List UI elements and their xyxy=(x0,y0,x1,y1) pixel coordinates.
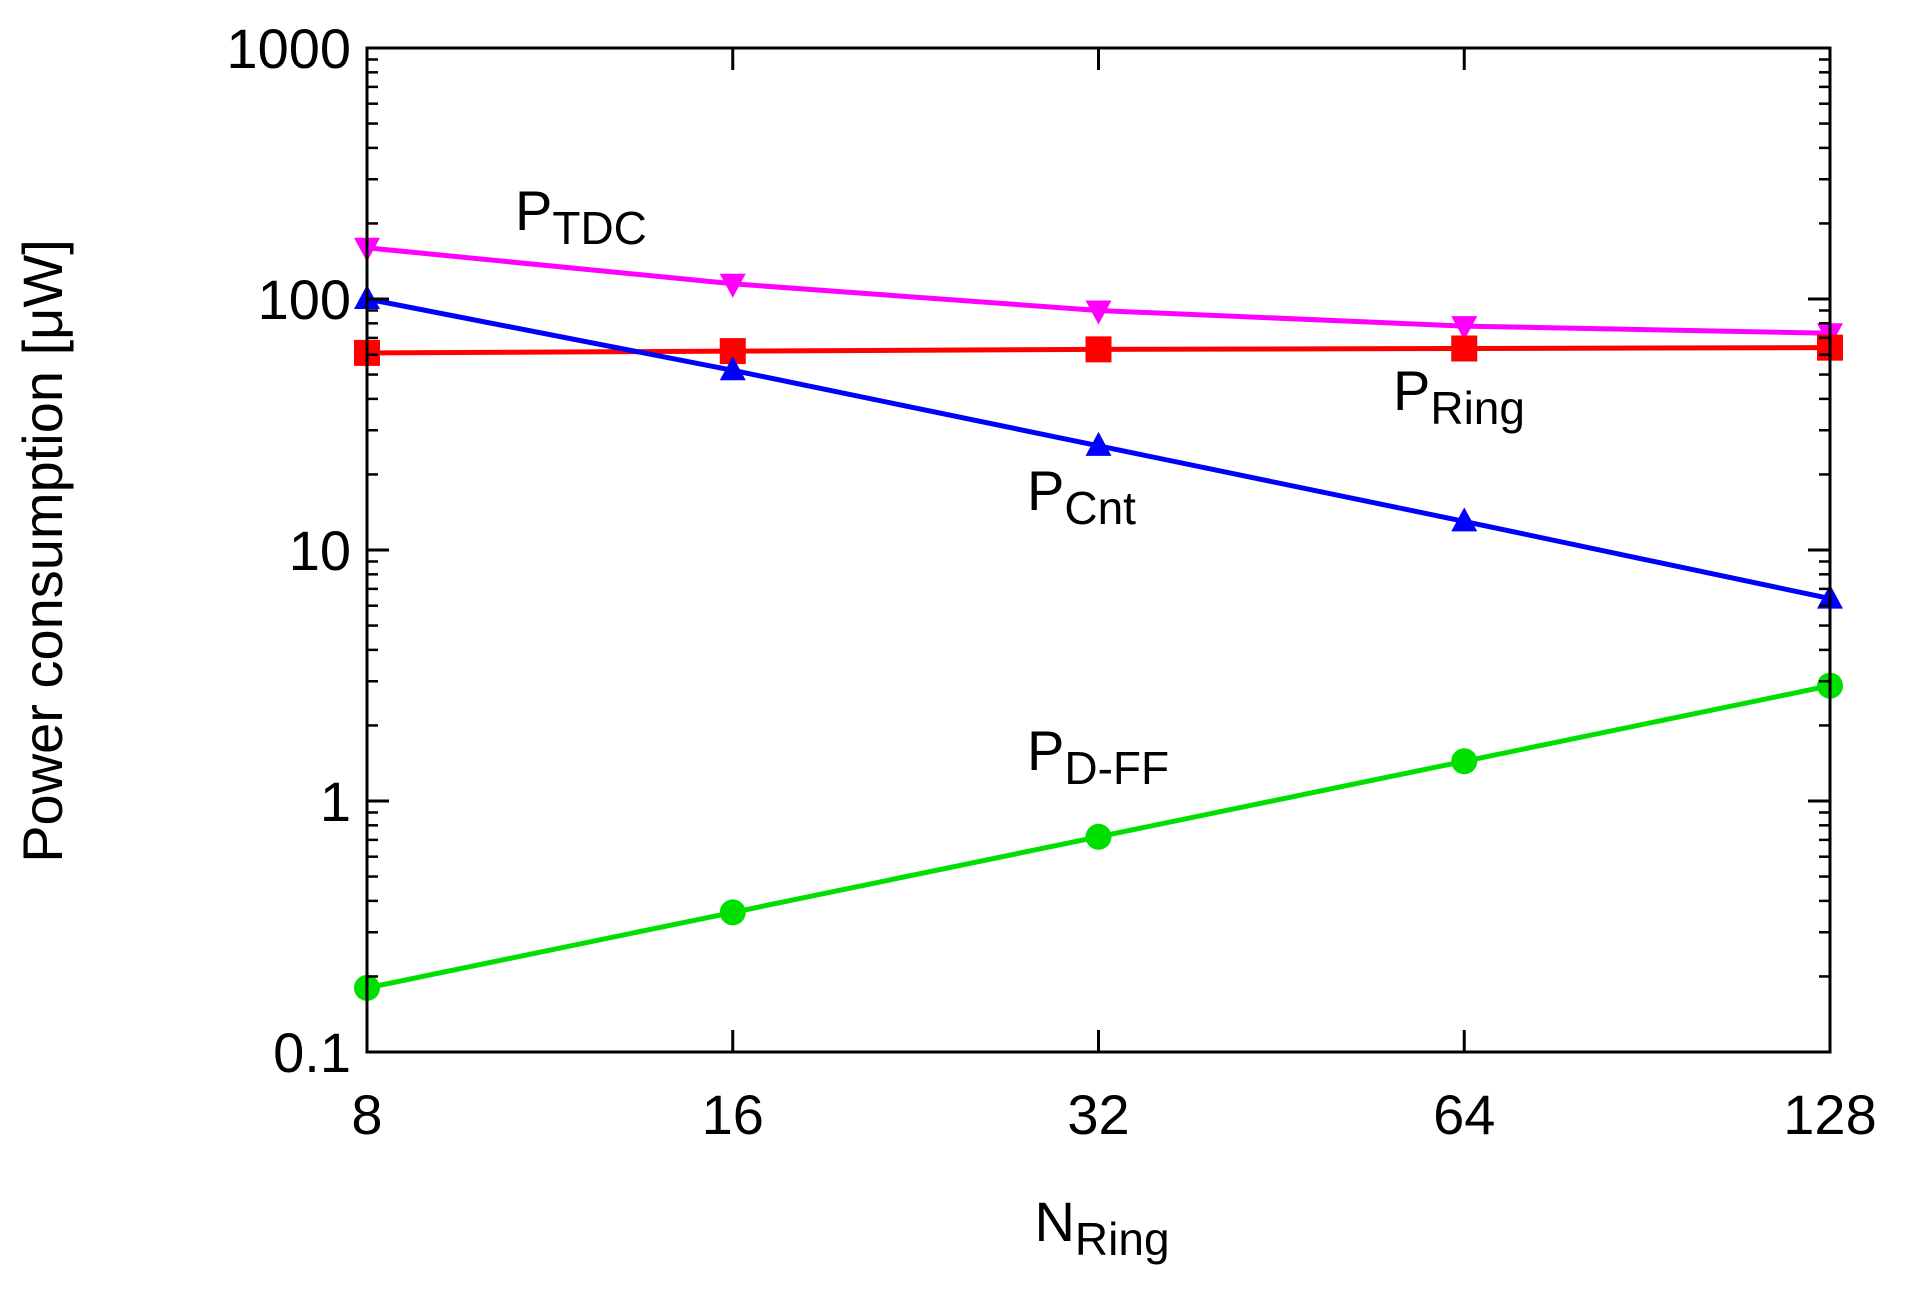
series-label-ring: PRing xyxy=(1393,359,1525,434)
series-P_Ring xyxy=(354,334,1843,366)
series-label-dff: PD-FF xyxy=(1027,719,1169,794)
data-point-P_TDC xyxy=(719,273,746,298)
series-label-dff-sub: D-FF xyxy=(1064,742,1169,794)
series-label-tdc-sub: TDC xyxy=(552,202,647,254)
data-point-P_Cnt xyxy=(719,356,746,381)
data-point-P_TDC xyxy=(1085,300,1112,325)
series-labels: PTDC PRing PCnt PD-FF xyxy=(515,179,1525,794)
series-label-cnt-main: P xyxy=(1027,459,1064,522)
x-tick-label: 128 xyxy=(1783,1083,1876,1146)
series-P_Cnt xyxy=(354,285,1843,609)
x-axis-label-main: N xyxy=(1034,1190,1074,1253)
y-tick-label: 0.1 xyxy=(273,1021,351,1084)
x-tick-label: 32 xyxy=(1067,1083,1129,1146)
plot-marks xyxy=(354,237,1843,1001)
data-point-P_Ring xyxy=(1085,336,1112,363)
x-axis-label-sub: Ring xyxy=(1075,1213,1170,1265)
axis-ticks xyxy=(365,46,1832,1054)
tick-labels: 0.1 1 10 100 1000 8 16 32 64 128 xyxy=(226,17,1876,1146)
data-point-P_Cnt xyxy=(1451,507,1478,532)
series-P_TDC xyxy=(354,237,1843,348)
series-label-ring-sub: Ring xyxy=(1430,382,1525,434)
y-tick-label: 1 xyxy=(320,770,351,833)
x-tick-label: 8 xyxy=(351,1083,382,1146)
data-point-P_Cnt xyxy=(1085,431,1112,456)
series-label-dff-main: P xyxy=(1027,719,1064,782)
y-tick-label: 1000 xyxy=(226,17,351,80)
data-point-P_Ring xyxy=(1451,335,1478,362)
series-label-cnt: PCnt xyxy=(1027,459,1136,534)
series-label-ring-main: P xyxy=(1393,359,1430,422)
data-point-P_D-FF xyxy=(1085,823,1112,850)
y-tick-label: 100 xyxy=(258,268,351,331)
series-label-tdc-main: P xyxy=(515,179,552,242)
series-label-tdc: PTDC xyxy=(515,179,647,254)
x-tick-label: 64 xyxy=(1433,1083,1495,1146)
data-point-P_D-FF xyxy=(1451,748,1478,775)
data-point-P_TDC xyxy=(1451,316,1478,341)
series-label-cnt-sub: Cnt xyxy=(1064,482,1136,534)
data-point-P_D-FF xyxy=(719,899,746,926)
y-tick-label: 10 xyxy=(289,519,351,582)
y-axis-label: Power consumption [μW] xyxy=(11,239,74,863)
x-axis-label: NRing xyxy=(1034,1190,1169,1265)
series-P_D-FF xyxy=(354,672,1843,1001)
x-tick-label: 16 xyxy=(702,1083,764,1146)
